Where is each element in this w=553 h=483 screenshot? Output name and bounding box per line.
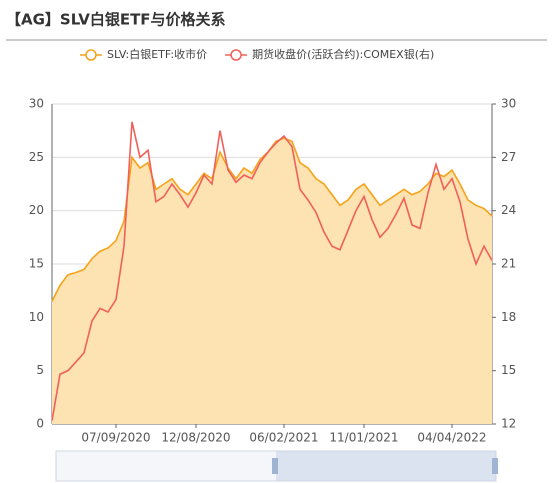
chart-title: 【AG】SLV白银ETF与价格关系 (6, 11, 226, 29)
y-tick-label: 30 (29, 97, 44, 111)
y2-tick-label: 24 (501, 203, 516, 217)
y2-tick-label: 18 (501, 310, 516, 324)
y-tick-label: 20 (29, 203, 44, 217)
x-tick-label: 12/08/2020 (161, 431, 230, 445)
y2-tick-label: 12 (501, 417, 516, 431)
legend-label: SLV:白银ETF:收市价 (107, 47, 207, 61)
y-tick-label: 0 (36, 417, 44, 431)
line (51, 121, 493, 421)
y2-tick-label: 27 (501, 150, 516, 164)
y-tick-label: 25 (29, 150, 44, 164)
legend-marker (230, 49, 242, 61)
x-tick-label: 11/01/2021 (329, 431, 398, 445)
zoom-slider[interactable] (55, 450, 498, 482)
y-tick-label: 5 (36, 363, 44, 377)
y-tick-label: 15 (29, 257, 44, 271)
legend-label: 期货收盘价(活跃合约):COMEX银(右) (252, 47, 434, 61)
slider-handle[interactable] (492, 458, 498, 474)
x-tick-label: 07/09/2020 (81, 431, 150, 445)
slider-window[interactable] (276, 451, 496, 481)
x-tick-label: 06/02/2021 (249, 431, 318, 445)
y-tick-label: 10 (29, 310, 44, 324)
x-tick-label: 04/04/2022 (417, 431, 486, 445)
legend-marker (85, 49, 97, 61)
slider-handle[interactable] (272, 458, 278, 474)
y2-tick-label: 15 (501, 363, 516, 377)
area (52, 138, 492, 424)
y2-tick-label: 21 (501, 257, 516, 271)
y2-tick-label: 30 (501, 97, 516, 111)
